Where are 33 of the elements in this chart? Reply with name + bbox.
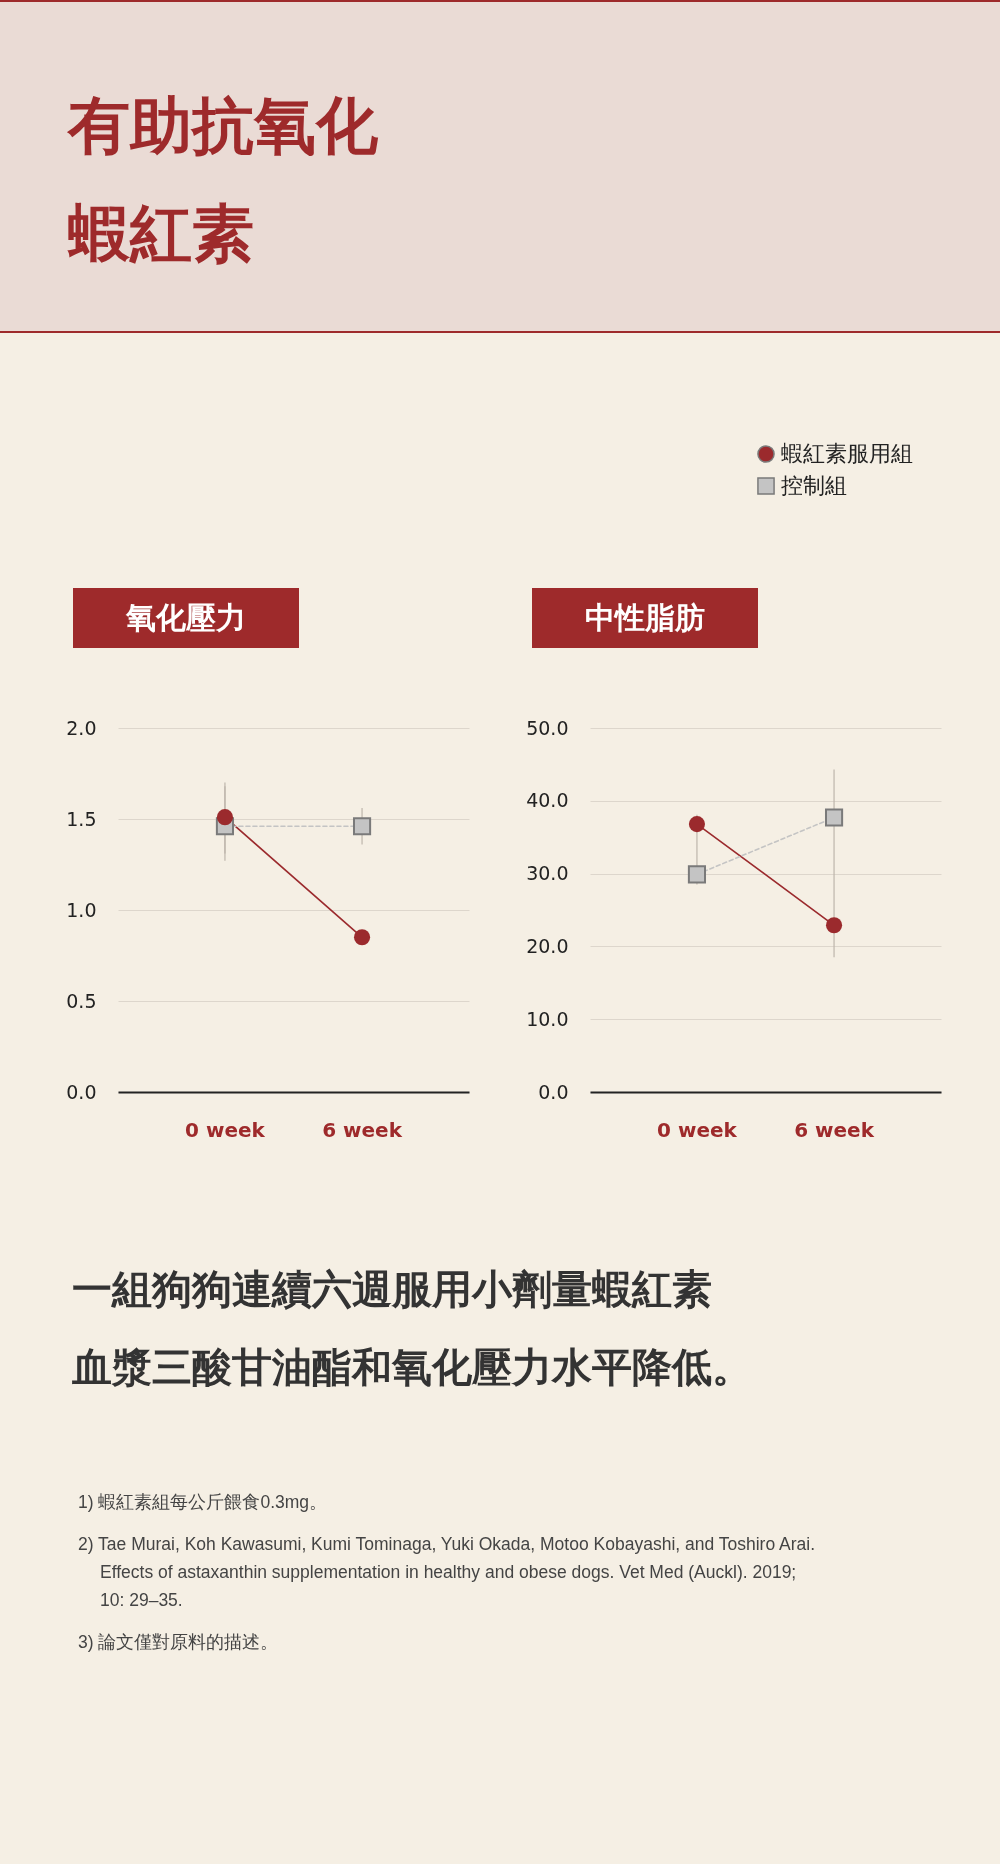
y-tick-label: 0.0 <box>66 1080 97 1103</box>
y-tick-label: 0.5 <box>66 989 97 1012</box>
point <box>687 865 707 884</box>
x-tick-label: 0 week <box>657 1117 738 1142</box>
text: 1) 蝦紅素組每公斤餵食0.3mg。 <box>78 1491 329 1514</box>
chart-title: 氧化壓力 <box>73 588 299 648</box>
x-tick-label: 6 week <box>322 1117 403 1142</box>
point <box>688 816 706 833</box>
chart-title: 中性脂肪 <box>532 588 758 648</box>
y-tick-label: 20.0 <box>526 934 569 957</box>
point <box>825 917 843 934</box>
text: 蝦紅素 <box>68 196 255 272</box>
text: 3) 論文僅對原料的描述。 <box>78 1631 280 1654</box>
y-tick-label: 2.0 <box>66 716 97 739</box>
y-tick-label: 30.0 <box>526 862 569 885</box>
text: 有助抗氧化 <box>68 88 378 164</box>
legend-label: 蝦紅素服用組 <box>781 441 913 466</box>
y-tick-label: 0.0 <box>538 1080 569 1103</box>
x-tick-label: 6 week <box>794 1117 875 1142</box>
text: 血漿三酸甘油酯和氧化壓力水平降低。 <box>72 1343 752 1392</box>
y-tick-label: 10.0 <box>526 1007 569 1030</box>
y-tick-label: 50.0 <box>526 716 569 739</box>
text: 2) Tae Murai, Koh Kawasumi, Kumi Tominaga, Yuki Okada, Motoo Kobayashi, and Toshiro Arai. Effects of astaxanthin supplementation in healthy and obese dogs. Vet Med (Auckl). 2019; 10: 29–35. <box>78 1533 817 1612</box>
point <box>216 809 234 826</box>
y-tick-label: 40.0 <box>526 789 569 812</box>
text: 一組狗狗連續六週服用小劑量蝦紅素 <box>72 1265 713 1314</box>
y-tick-label: 1.5 <box>66 807 97 830</box>
point <box>352 817 372 836</box>
y-tick-label: 1.0 <box>66 898 97 921</box>
x-tick-label: 0 week <box>185 1117 266 1142</box>
point <box>353 929 371 946</box>
point <box>824 808 844 827</box>
legend-label: 控制組 <box>781 473 847 498</box>
